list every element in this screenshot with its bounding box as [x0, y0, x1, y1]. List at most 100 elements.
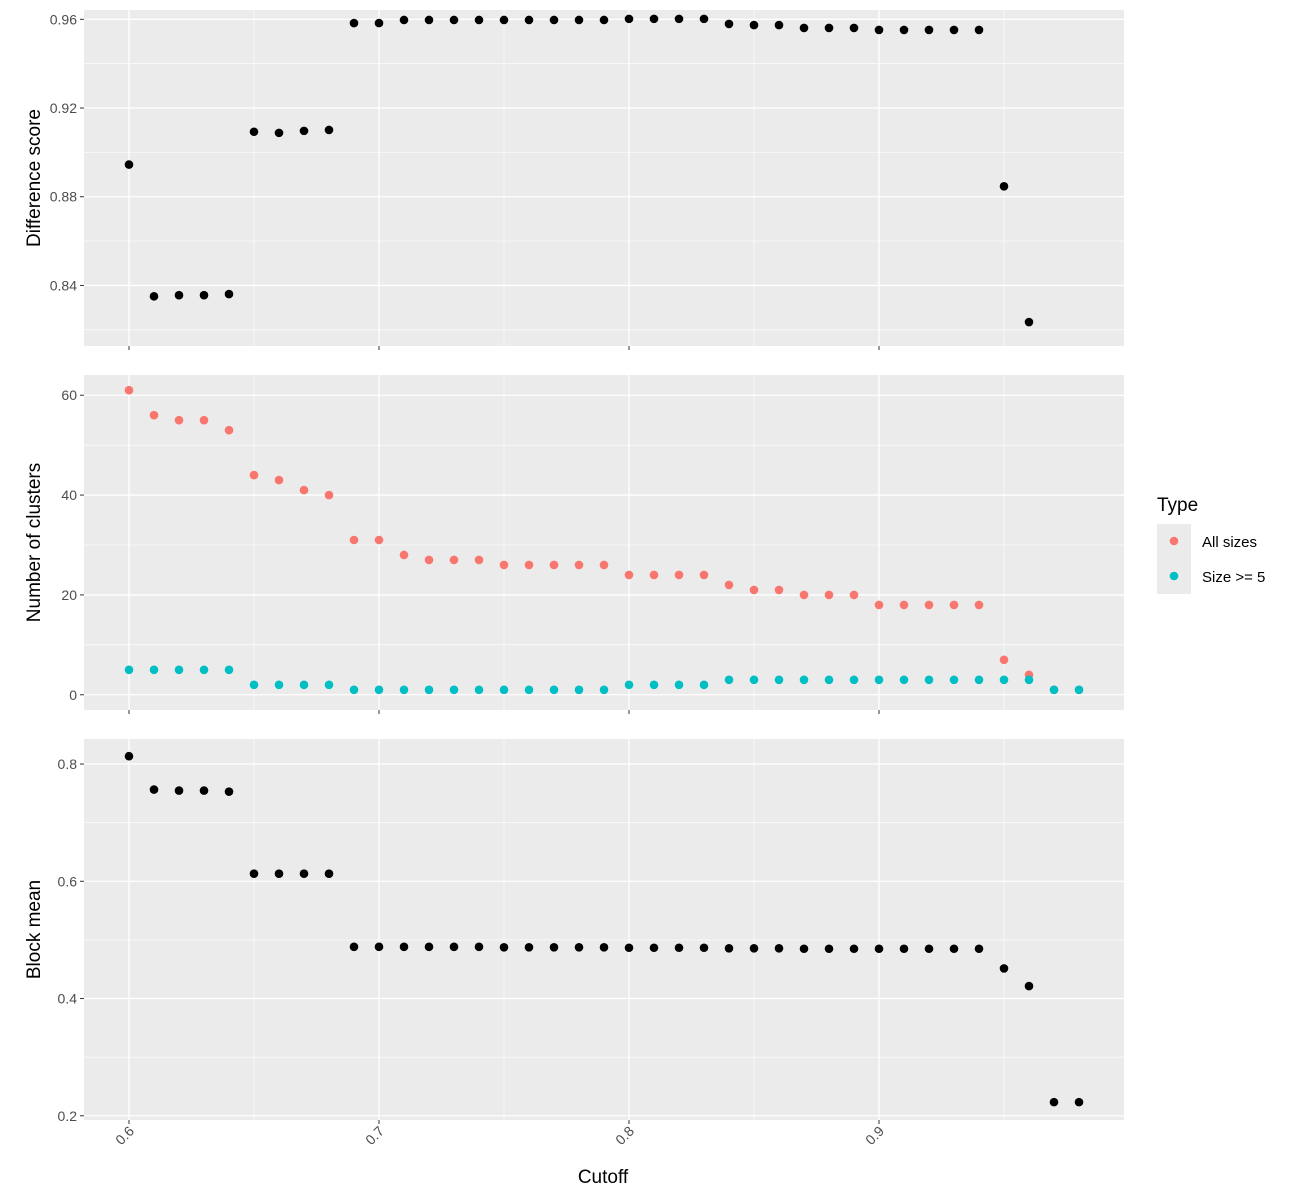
- legend: Type All sizes Size >= 5: [1157, 495, 1265, 594]
- data-point: [924, 25, 934, 35]
- data-point: [549, 685, 559, 695]
- data-point: [674, 680, 684, 690]
- data-point: [424, 555, 434, 565]
- panel-1: 0.84 0.88 0.92 0.96 Difference score: [24, 10, 1124, 350]
- y-tick-label: 60: [61, 387, 77, 403]
- data-point: [124, 385, 134, 395]
- series-points: [124, 14, 1034, 327]
- data-point: [774, 585, 784, 595]
- panels: 0.84 0.88 0.92 0.96 Difference score 0 20 40 60 N…: [24, 10, 1124, 1148]
- data-point: [199, 786, 209, 795]
- data-point: [724, 19, 734, 29]
- data-point: [324, 869, 334, 879]
- data-point: [724, 943, 734, 953]
- data-point: [499, 560, 509, 570]
- data-point: [699, 14, 709, 24]
- data-point: [849, 590, 859, 600]
- data-point: [899, 25, 909, 35]
- data-point: [999, 675, 1009, 685]
- legend-title: Type: [1157, 495, 1198, 516]
- y-axis-title: Difference score: [24, 109, 45, 247]
- data-point: [774, 675, 784, 685]
- legend-key-background: [1157, 524, 1191, 594]
- data-point: [749, 675, 759, 685]
- data-point: [399, 942, 409, 952]
- y-tick-label: 0.88: [50, 189, 77, 205]
- data-point: [1049, 685, 1059, 695]
- data-point: [149, 292, 159, 301]
- data-point: [174, 665, 184, 675]
- data-point: [449, 555, 459, 565]
- data-point: [874, 944, 884, 954]
- data-point: [449, 685, 459, 695]
- data-point: [949, 600, 959, 610]
- data-point: [324, 680, 334, 690]
- panel-background: [84, 739, 1124, 1120]
- data-point: [724, 675, 734, 685]
- data-point: [199, 290, 209, 300]
- data-point: [274, 475, 284, 485]
- data-point: [599, 942, 609, 952]
- data-point: [124, 160, 134, 169]
- data-point: [349, 685, 359, 695]
- legend-key: [1169, 536, 1179, 546]
- data-point: [374, 535, 384, 545]
- data-point: [324, 125, 334, 135]
- data-point: [924, 600, 934, 610]
- data-point: [324, 490, 334, 500]
- data-point: [899, 600, 909, 610]
- data-point: [224, 787, 234, 796]
- y-tick-label: 0.2: [58, 1108, 78, 1124]
- data-point: [474, 942, 484, 952]
- data-point: [374, 685, 384, 695]
- data-point: [249, 680, 259, 690]
- data-point: [774, 20, 784, 30]
- data-point: [199, 665, 209, 675]
- data-point: [974, 944, 984, 954]
- data-point: [649, 943, 659, 953]
- panel-3: 0.2 0.4 0.6 0.8 Block mean: [24, 739, 1124, 1124]
- data-point: [149, 410, 159, 420]
- data-point: [899, 944, 909, 954]
- data-point: [849, 23, 859, 33]
- data-point: [524, 685, 534, 695]
- data-point: [524, 15, 534, 25]
- data-point: [374, 18, 384, 28]
- data-point: [474, 555, 484, 565]
- data-point: [449, 942, 459, 952]
- data-point: [874, 675, 884, 685]
- series-all-sizes: [124, 385, 1084, 695]
- x-axis-title: Cutoff: [578, 1167, 629, 1188]
- data-point: [474, 15, 484, 25]
- data-point: [874, 25, 884, 35]
- data-point: [499, 685, 509, 695]
- data-point: [749, 20, 759, 30]
- data-point: [124, 751, 134, 761]
- data-point: [224, 289, 234, 299]
- data-point: [799, 944, 809, 954]
- data-point: [1024, 675, 1034, 685]
- data-point: [599, 15, 609, 25]
- data-point: [599, 685, 609, 695]
- data-point: [799, 675, 809, 685]
- data-point: [1074, 1097, 1084, 1107]
- data-point: [824, 944, 834, 954]
- data-point: [549, 560, 559, 570]
- data-point: [124, 665, 134, 675]
- data-point: [249, 470, 259, 480]
- data-point: [799, 590, 809, 600]
- data-point: [674, 943, 684, 953]
- data-point: [349, 942, 359, 952]
- data-point: [849, 675, 859, 685]
- panel-background: [84, 10, 1124, 346]
- data-point: [249, 869, 259, 879]
- data-point: [274, 869, 284, 879]
- data-point: [824, 590, 834, 600]
- data-point: [174, 415, 184, 425]
- data-point: [899, 675, 909, 685]
- data-point: [474, 685, 484, 695]
- data-point: [799, 23, 809, 33]
- data-point: [399, 685, 409, 695]
- y-tick-label: 20: [61, 587, 77, 603]
- data-point: [999, 182, 1009, 191]
